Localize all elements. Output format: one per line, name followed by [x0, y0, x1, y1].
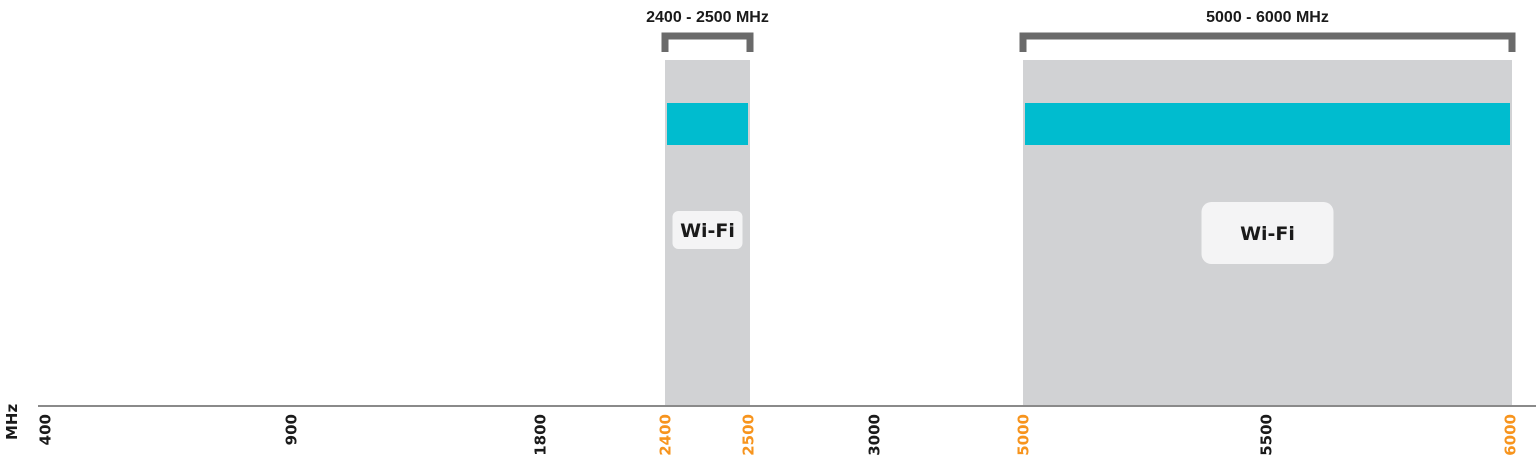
range-label: 2400 - 2500 MHz — [646, 9, 769, 26]
tick-label-6000: 6000 — [1502, 414, 1520, 456]
range-bracket — [1019, 32, 1516, 52]
band-strip — [667, 103, 748, 145]
range-bracket — [661, 32, 754, 52]
tick-label-2500: 2500 — [740, 414, 758, 456]
unit-label: MHz — [3, 404, 21, 440]
tick-label-400: 400 — [37, 414, 55, 445]
wifi-band-band-5000: 5000 - 6000 MHz Wi-Fi — [1019, 9, 1516, 406]
tick-labels-layer: 400 900 1800 2400 2500 3000 5000 5500 6000 — [37, 414, 1520, 456]
bands-layer: 2400 - 2500 MHz Wi-Fi 5000 - 6000 MHz Wi-Fi — [646, 9, 1516, 406]
band-label-box — [1201, 202, 1334, 264]
range-label: 5000 - 6000 MHz — [1206, 9, 1329, 26]
tick-label-3000: 3000 — [866, 414, 884, 456]
tick-label-5000: 5000 — [1015, 414, 1033, 456]
wifi-band-band-2400: 2400 - 2500 MHz Wi-Fi — [646, 9, 769, 406]
tick-label-2400: 2400 — [657, 414, 675, 456]
band-label: Wi-Fi — [1240, 223, 1295, 245]
band-strip — [1025, 103, 1510, 145]
tick-label-1800: 1800 — [532, 414, 550, 456]
band-label-box — [672, 211, 743, 249]
tick-label-900: 900 — [283, 414, 301, 445]
tick-label-5500: 5500 — [1258, 414, 1276, 456]
band-label: Wi-Fi — [680, 220, 735, 242]
